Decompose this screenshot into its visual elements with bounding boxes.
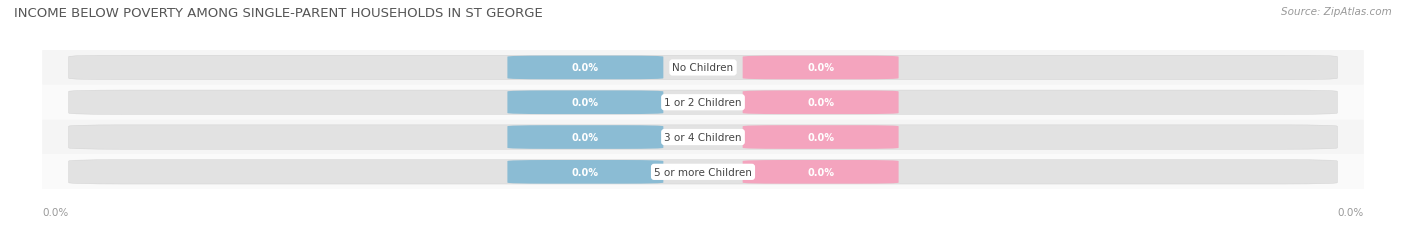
- Text: 0.0%: 0.0%: [572, 63, 599, 73]
- Legend: Single Father, Single Mother: Single Father, Single Mother: [600, 230, 806, 231]
- Text: 0.0%: 0.0%: [42, 207, 69, 218]
- Text: 0.0%: 0.0%: [807, 132, 834, 143]
- Text: 0.0%: 0.0%: [807, 167, 834, 177]
- Text: 0.0%: 0.0%: [572, 167, 599, 177]
- FancyBboxPatch shape: [742, 126, 898, 149]
- Text: 5 or more Children: 5 or more Children: [654, 167, 752, 177]
- Text: INCOME BELOW POVERTY AMONG SINGLE-PARENT HOUSEHOLDS IN ST GEORGE: INCOME BELOW POVERTY AMONG SINGLE-PARENT…: [14, 7, 543, 20]
- FancyBboxPatch shape: [42, 85, 1364, 120]
- Text: No Children: No Children: [672, 63, 734, 73]
- Text: 0.0%: 0.0%: [572, 98, 599, 108]
- Text: 0.0%: 0.0%: [807, 98, 834, 108]
- Text: 0.0%: 0.0%: [572, 132, 599, 143]
- FancyBboxPatch shape: [508, 91, 664, 115]
- FancyBboxPatch shape: [42, 155, 1364, 189]
- FancyBboxPatch shape: [742, 91, 898, 115]
- Text: 3 or 4 Children: 3 or 4 Children: [664, 132, 742, 143]
- FancyBboxPatch shape: [69, 91, 1337, 115]
- FancyBboxPatch shape: [742, 56, 898, 80]
- FancyBboxPatch shape: [508, 126, 664, 149]
- Text: 0.0%: 0.0%: [1337, 207, 1364, 218]
- FancyBboxPatch shape: [508, 56, 664, 80]
- FancyBboxPatch shape: [42, 51, 1364, 85]
- FancyBboxPatch shape: [42, 120, 1364, 155]
- Text: 0.0%: 0.0%: [807, 63, 834, 73]
- FancyBboxPatch shape: [742, 160, 898, 184]
- FancyBboxPatch shape: [69, 56, 1337, 80]
- FancyBboxPatch shape: [508, 160, 664, 184]
- Text: Source: ZipAtlas.com: Source: ZipAtlas.com: [1281, 7, 1392, 17]
- FancyBboxPatch shape: [69, 160, 1337, 184]
- Text: 1 or 2 Children: 1 or 2 Children: [664, 98, 742, 108]
- FancyBboxPatch shape: [69, 125, 1337, 150]
